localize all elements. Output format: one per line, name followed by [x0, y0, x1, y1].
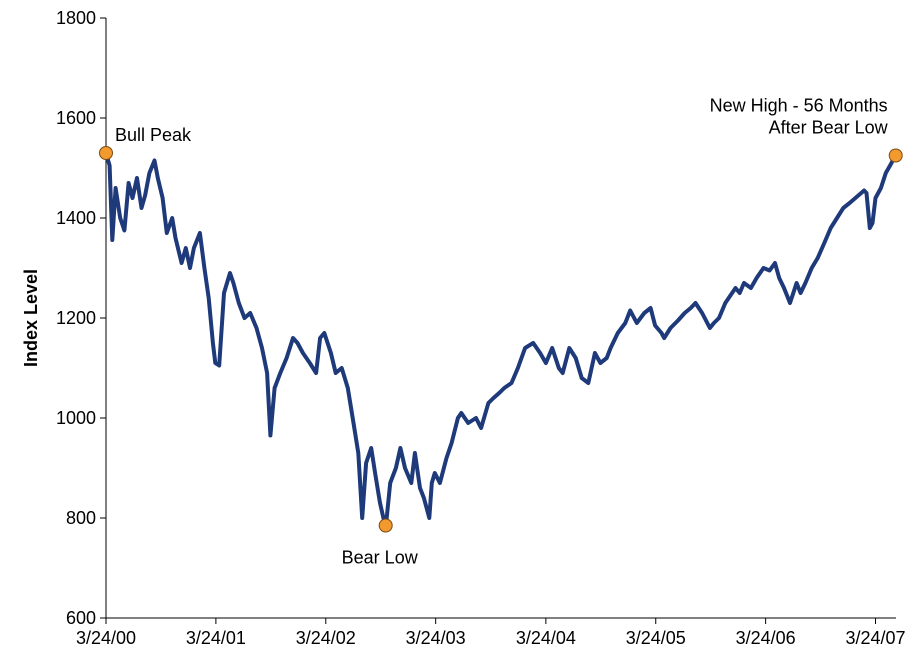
annotation-layer: Bull Peak Bear Low New High - 56 MonthsAft… [115, 96, 889, 568]
x-tick-label: 3/24/07 [845, 628, 905, 648]
y-tick-label: 1000 [56, 408, 96, 428]
y-tick-label: 600 [66, 608, 96, 628]
series-line [104, 151, 898, 530]
x-tick-label: 3/24/00 [76, 628, 136, 648]
annotation-label: After Bear Low [769, 118, 889, 138]
y-tick-label: 1200 [56, 308, 96, 328]
y-axis: 600 800 1000 1200 1400 1600 1800 [56, 8, 107, 628]
series-layer [104, 151, 898, 530]
annotation-label: New High - 56 Months [710, 96, 888, 116]
x-tick-label: 3/24/06 [736, 628, 796, 648]
annotation-label: Bear Low [342, 548, 419, 568]
x-tick-label: 3/24/01 [186, 628, 246, 648]
y-tick-label: 1400 [56, 208, 96, 228]
x-axis: 3/24/00 3/24/01 3/24/02 3/24/03 3/24/04 3/24/… [76, 617, 906, 648]
y-tick-label: 1800 [56, 8, 96, 28]
y-tick-label: 1600 [56, 108, 96, 128]
marker-layer [99, 146, 903, 533]
x-tick-label: 3/24/04 [516, 628, 576, 648]
annotation-label: Bull Peak [115, 125, 192, 145]
annotation-marker [888, 148, 903, 163]
x-tick-label: 3/24/02 [296, 628, 356, 648]
annotation-marker [99, 146, 113, 160]
x-tick-label: 3/24/05 [626, 628, 686, 648]
y-tick-label: 800 [66, 508, 96, 528]
y-axis-title: Index Level [21, 269, 41, 367]
annotation-marker [378, 518, 393, 533]
x-tick-label: 3/24/03 [406, 628, 466, 648]
